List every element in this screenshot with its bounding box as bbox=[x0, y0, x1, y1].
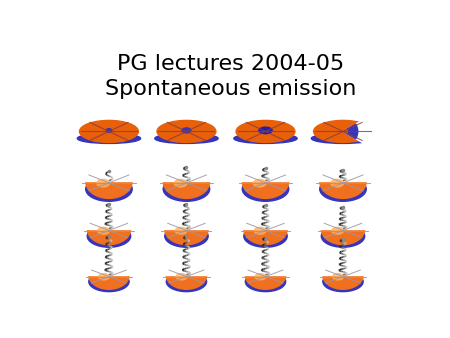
Ellipse shape bbox=[175, 227, 187, 234]
Ellipse shape bbox=[321, 214, 365, 245]
Ellipse shape bbox=[245, 272, 286, 292]
Ellipse shape bbox=[182, 128, 191, 133]
Ellipse shape bbox=[97, 179, 109, 187]
FancyBboxPatch shape bbox=[159, 160, 214, 182]
Wedge shape bbox=[343, 124, 358, 139]
Ellipse shape bbox=[163, 165, 210, 198]
Ellipse shape bbox=[244, 214, 287, 245]
Ellipse shape bbox=[89, 272, 129, 292]
Ellipse shape bbox=[99, 274, 109, 280]
Ellipse shape bbox=[234, 134, 297, 143]
Ellipse shape bbox=[320, 165, 366, 198]
FancyBboxPatch shape bbox=[317, 209, 369, 229]
Ellipse shape bbox=[242, 165, 289, 198]
Wedge shape bbox=[343, 115, 376, 148]
Ellipse shape bbox=[87, 214, 130, 245]
Ellipse shape bbox=[80, 120, 139, 142]
Ellipse shape bbox=[320, 177, 366, 201]
Ellipse shape bbox=[163, 177, 210, 201]
Ellipse shape bbox=[165, 225, 208, 247]
Ellipse shape bbox=[166, 262, 207, 289]
Ellipse shape bbox=[157, 120, 216, 142]
Ellipse shape bbox=[86, 177, 132, 201]
Text: PG lectures 2004-05: PG lectures 2004-05 bbox=[117, 54, 344, 74]
Ellipse shape bbox=[253, 179, 266, 187]
Ellipse shape bbox=[174, 179, 187, 187]
FancyBboxPatch shape bbox=[319, 257, 367, 275]
Ellipse shape bbox=[106, 129, 112, 132]
FancyBboxPatch shape bbox=[238, 160, 292, 182]
Ellipse shape bbox=[87, 225, 130, 247]
Ellipse shape bbox=[259, 127, 272, 134]
FancyBboxPatch shape bbox=[240, 209, 291, 229]
Ellipse shape bbox=[165, 214, 208, 245]
Ellipse shape bbox=[331, 179, 344, 187]
Ellipse shape bbox=[98, 227, 109, 234]
Ellipse shape bbox=[338, 129, 347, 134]
FancyBboxPatch shape bbox=[83, 209, 135, 229]
Ellipse shape bbox=[332, 227, 343, 234]
FancyBboxPatch shape bbox=[161, 209, 212, 229]
Ellipse shape bbox=[254, 227, 266, 234]
FancyBboxPatch shape bbox=[82, 160, 136, 182]
Ellipse shape bbox=[314, 120, 373, 142]
Ellipse shape bbox=[311, 134, 375, 143]
FancyBboxPatch shape bbox=[162, 257, 211, 275]
Ellipse shape bbox=[242, 177, 289, 201]
Ellipse shape bbox=[245, 262, 286, 289]
Ellipse shape bbox=[321, 225, 365, 247]
Ellipse shape bbox=[244, 225, 287, 247]
Ellipse shape bbox=[89, 262, 129, 289]
FancyBboxPatch shape bbox=[242, 257, 289, 275]
Ellipse shape bbox=[236, 120, 295, 142]
Ellipse shape bbox=[176, 274, 187, 280]
Ellipse shape bbox=[155, 134, 218, 143]
Ellipse shape bbox=[333, 274, 343, 280]
Ellipse shape bbox=[166, 272, 207, 292]
Ellipse shape bbox=[323, 262, 363, 289]
Ellipse shape bbox=[255, 274, 266, 280]
Ellipse shape bbox=[77, 134, 140, 143]
FancyBboxPatch shape bbox=[85, 257, 133, 275]
FancyBboxPatch shape bbox=[316, 160, 370, 182]
Text: Spontaneous emission: Spontaneous emission bbox=[105, 79, 356, 99]
Ellipse shape bbox=[86, 165, 132, 198]
Ellipse shape bbox=[323, 272, 363, 292]
